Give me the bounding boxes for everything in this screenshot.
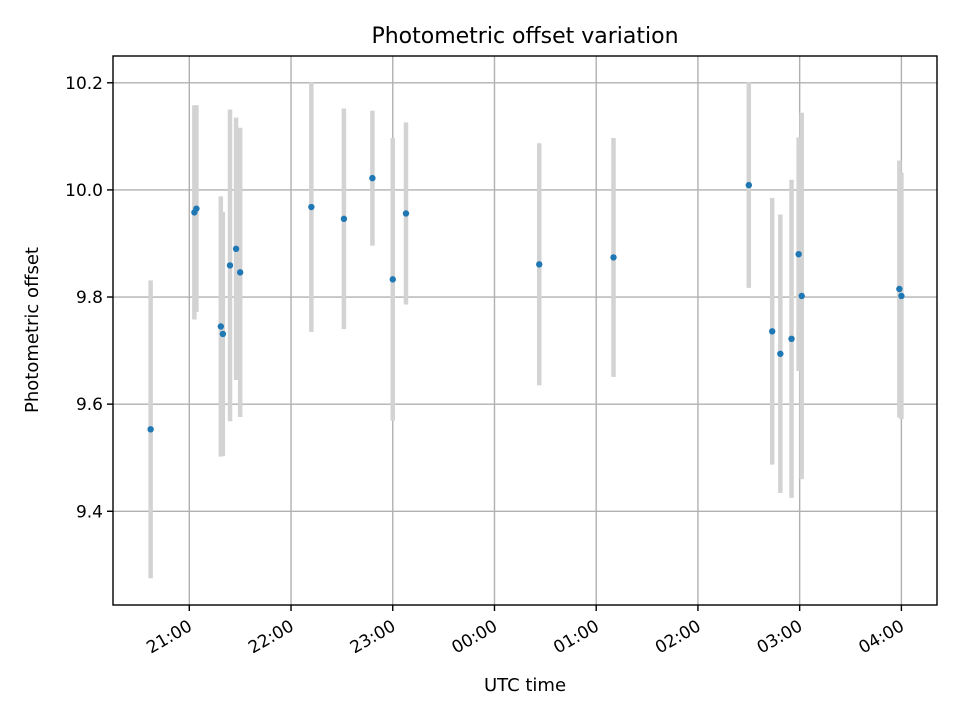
data-point-16 (769, 328, 776, 335)
data-point-17 (777, 350, 784, 357)
data-point-10 (369, 174, 376, 182)
data-point-18 (788, 335, 795, 343)
x-tick-label-0: 21:00 (143, 616, 195, 658)
data-point-20 (798, 292, 805, 300)
x-tick-label-5: 02:00 (652, 616, 704, 658)
x-tick-label-3: 00:00 (449, 616, 501, 658)
data-point-15 (745, 181, 753, 189)
x-axis: 21:00 22:00 23:00 00:00 01:00 02:00 03:00 04:00 (143, 605, 908, 658)
data-point-0 (147, 426, 154, 433)
data-point-14 (610, 254, 617, 261)
data-point-11 (389, 276, 396, 283)
data-point-7 (236, 269, 244, 276)
y-tick-label-4: 10.2 (65, 74, 103, 94)
x-tick-label-7: 04:00 (855, 616, 907, 658)
data-point-2 (193, 205, 200, 212)
data-point-12 (402, 210, 410, 217)
chart-title: Photometric offset variation (371, 24, 678, 49)
data-point-22 (898, 292, 905, 300)
error-bars (148, 82, 904, 579)
data-point-13 (536, 261, 543, 268)
data-points (147, 174, 905, 433)
data-point-9 (340, 215, 348, 223)
y-tick-label-1: 9.6 (76, 395, 103, 415)
data-point-6 (232, 245, 240, 253)
x-tick-label-1: 22:00 (245, 616, 297, 658)
data-point-5 (226, 262, 234, 269)
y-tick-label-2: 9.8 (76, 288, 103, 308)
x-axis-label: UTC time (484, 675, 566, 696)
data-point-4 (219, 330, 227, 338)
x-tick-label-2: 23:00 (347, 616, 399, 658)
y-axis: 9.4 9.6 9.8 10.0 10.2 (65, 74, 113, 522)
x-tick-label-6: 03:00 (754, 616, 806, 658)
data-point-21 (896, 285, 903, 293)
plot-frame (112, 55, 938, 606)
data-point-3 (217, 323, 225, 330)
y-tick-label-0: 9.4 (76, 502, 103, 522)
y-axis-label: Photometric offset (22, 247, 43, 413)
data-point-19 (795, 250, 802, 258)
x-tick-label-4: 01:00 (550, 616, 602, 658)
data-point-8 (308, 203, 315, 211)
y-tick-label-3: 10.0 (65, 181, 103, 201)
